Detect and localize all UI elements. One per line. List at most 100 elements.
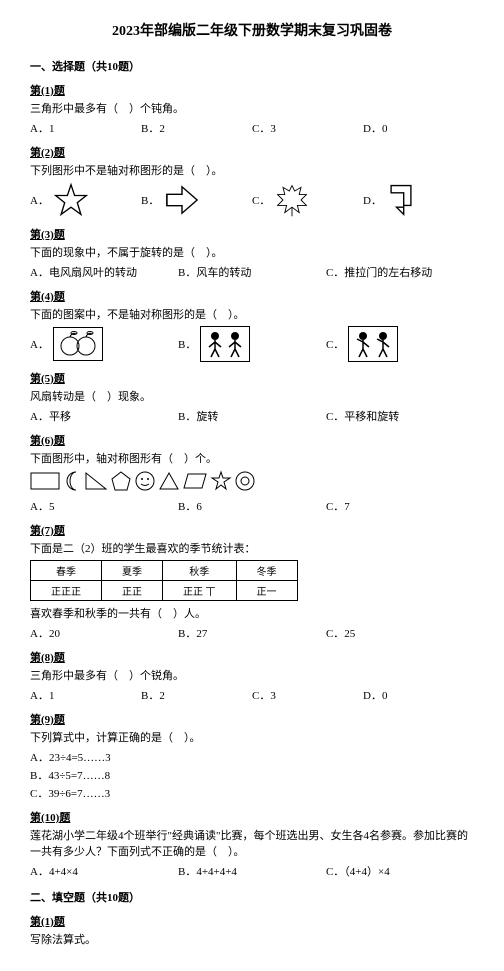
q9-b: B．43÷5=7……8 <box>30 767 474 783</box>
q7-h1: 春季 <box>31 561 102 581</box>
q8-choices: A．1 B．2 C．3 D．0 <box>30 687 474 703</box>
page-title: 2023年部编版二年级下册数学期末复习巩固卷 <box>30 20 474 40</box>
q4-choices: A． B． C． <box>30 326 474 362</box>
q1-choices: A．1 B．2 C．3 D．0 <box>30 120 474 136</box>
q6-a: A．5 <box>30 498 178 514</box>
q7-c: C．25 <box>326 625 474 641</box>
q8-num: 第(8)题 <box>30 649 474 665</box>
q5-c: C．平移和旋转 <box>326 408 474 424</box>
q1-a: A．1 <box>30 120 141 136</box>
q10-a: A．4+4×4 <box>30 863 178 879</box>
q8-c: C．3 <box>252 687 363 703</box>
q4-c: C． <box>326 326 474 362</box>
q8-stem: 三角形中最多有（ ）个锐角。 <box>30 667 474 683</box>
q6-choices: A．5 B．6 C．7 <box>30 498 474 514</box>
q10-stem: 莲花湖小学二年级4个班举行"经典诵读"比赛，每个班选出男、女生各4名参赛。参加比… <box>30 827 474 859</box>
q7-h3: 秋季 <box>163 561 237 581</box>
q5-stem: 风扇转动是（ ）现象。 <box>30 388 474 404</box>
q2-stem: 下列图形中不是轴对称图形的是（ ）。 <box>30 162 474 178</box>
smiley-icon <box>134 470 156 492</box>
iso-triangle-icon <box>158 471 180 491</box>
q4-a-label: A． <box>30 336 49 352</box>
right-triangle-icon <box>84 471 108 491</box>
pentagon-icon <box>110 470 132 492</box>
q5-choices: A．平移 B．旋转 C．平移和旋转 <box>30 408 474 424</box>
q2-c-label: C． <box>252 192 270 208</box>
q3-choices: A．电风扇风叶的转动 B．风车的转动 C．推拉门的左右移动 <box>30 264 474 280</box>
q4-a: A． <box>30 326 178 362</box>
q1-b: B．2 <box>141 120 252 136</box>
q4-stem: 下面的图案中，不是轴对称图形的是（ ）。 <box>30 306 474 322</box>
q8-a: A．1 <box>30 687 141 703</box>
q9-a: A．23÷4=5……3 <box>30 749 474 765</box>
q7-num: 第(7)题 <box>30 522 474 538</box>
q2-b-label: B． <box>141 192 159 208</box>
parallelogram-icon <box>182 472 208 490</box>
q9-num: 第(9)题 <box>30 711 474 727</box>
q1-d: D．0 <box>363 120 474 136</box>
q7-c2: 正正 <box>102 581 163 601</box>
q9-choices: A．23÷4=5……3 B．43÷5=7……8 C．39÷6=7……3 <box>30 749 474 801</box>
q6-stem: 下面图形中，轴对称图形有（ ）个。 <box>30 450 474 466</box>
q2-choices: A． B． C． D． <box>30 182 474 218</box>
q6-num: 第(6)题 <box>30 432 474 448</box>
q4-num: 第(4)题 <box>30 288 474 304</box>
q7-c3: 正正 丅 <box>163 581 237 601</box>
q7-h2: 夏季 <box>102 561 163 581</box>
apples-icon <box>53 327 103 361</box>
q3-a: A．电风扇风叶的转动 <box>30 264 178 280</box>
q2-c: C． <box>252 182 363 218</box>
q7-a: A．20 <box>30 625 178 641</box>
q5-num: 第(5)题 <box>30 370 474 386</box>
q1-stem: 三角形中最多有（ ）个钝角。 <box>30 100 474 116</box>
q3-num: 第(3)题 <box>30 226 474 242</box>
star-small-icon <box>210 470 232 492</box>
hook-icon <box>386 182 416 218</box>
q6-c: C．7 <box>326 498 474 514</box>
q10-num: 第(10)题 <box>30 809 474 825</box>
q6-b: B．6 <box>178 498 326 514</box>
q6-figures <box>30 470 474 492</box>
rectangle-icon <box>30 472 60 490</box>
q2-d-label: D． <box>363 192 382 208</box>
q4-b: B． <box>178 326 326 362</box>
q3-b: B．风车的转动 <box>178 264 326 280</box>
maple-leaf-icon <box>274 182 310 218</box>
arrow-icon <box>163 183 201 217</box>
q2-a-label: A． <box>30 192 49 208</box>
q8-b: B．2 <box>141 687 252 703</box>
q10-c: C．（4+4）×4 <box>326 863 474 879</box>
q7-b: B．27 <box>178 625 326 641</box>
q2-d: D． <box>363 182 474 218</box>
q7-choices: A．20 B．27 C．25 <box>30 625 474 641</box>
q9-c: C．39÷6=7……3 <box>30 785 474 801</box>
section-heading-1: 一、选择题（共10题） <box>30 58 474 74</box>
q5-a: A．平移 <box>30 408 178 424</box>
q4-b-label: B． <box>178 336 196 352</box>
q7-table: 春季 夏季 秋季 冬季 正正正 正正 正正 丅 正一 <box>30 560 298 601</box>
q7-h4: 冬季 <box>236 561 297 581</box>
q10-b: B．4+4+4+4 <box>178 863 326 879</box>
q1-num: 第(1)题 <box>30 82 474 98</box>
q2-b: B． <box>141 182 252 218</box>
ring-icon <box>234 470 256 492</box>
q7-c1: 正正正 <box>31 581 102 601</box>
q3-c: C．推拉门的左右移动 <box>326 264 474 280</box>
q7-c4: 正一 <box>236 581 297 601</box>
q7-stem: 下面是二（2）班的学生最喜欢的季节统计表： <box>30 540 474 556</box>
q1-c: C．3 <box>252 120 363 136</box>
q11-stem: 写除法算式。 <box>30 931 474 947</box>
q8-d: D．0 <box>363 687 474 703</box>
q4-c-label: C． <box>326 336 344 352</box>
section-heading-2: 二、填空题（共10题） <box>30 889 474 905</box>
star-icon <box>53 182 89 218</box>
q2-a: A． <box>30 182 141 218</box>
q3-stem: 下面的现象中，不属于旋转的是（ ）。 <box>30 244 474 260</box>
children-same-icon <box>348 326 398 362</box>
q2-num: 第(2)题 <box>30 144 474 160</box>
crescent-icon <box>62 470 82 492</box>
q10-choices: A．4+4×4 B．4+4+4+4 C．（4+4）×4 <box>30 863 474 879</box>
q11-num: 第(1)题 <box>30 913 474 929</box>
children-mirror-icon <box>200 326 250 362</box>
q5-b: B．旋转 <box>178 408 326 424</box>
